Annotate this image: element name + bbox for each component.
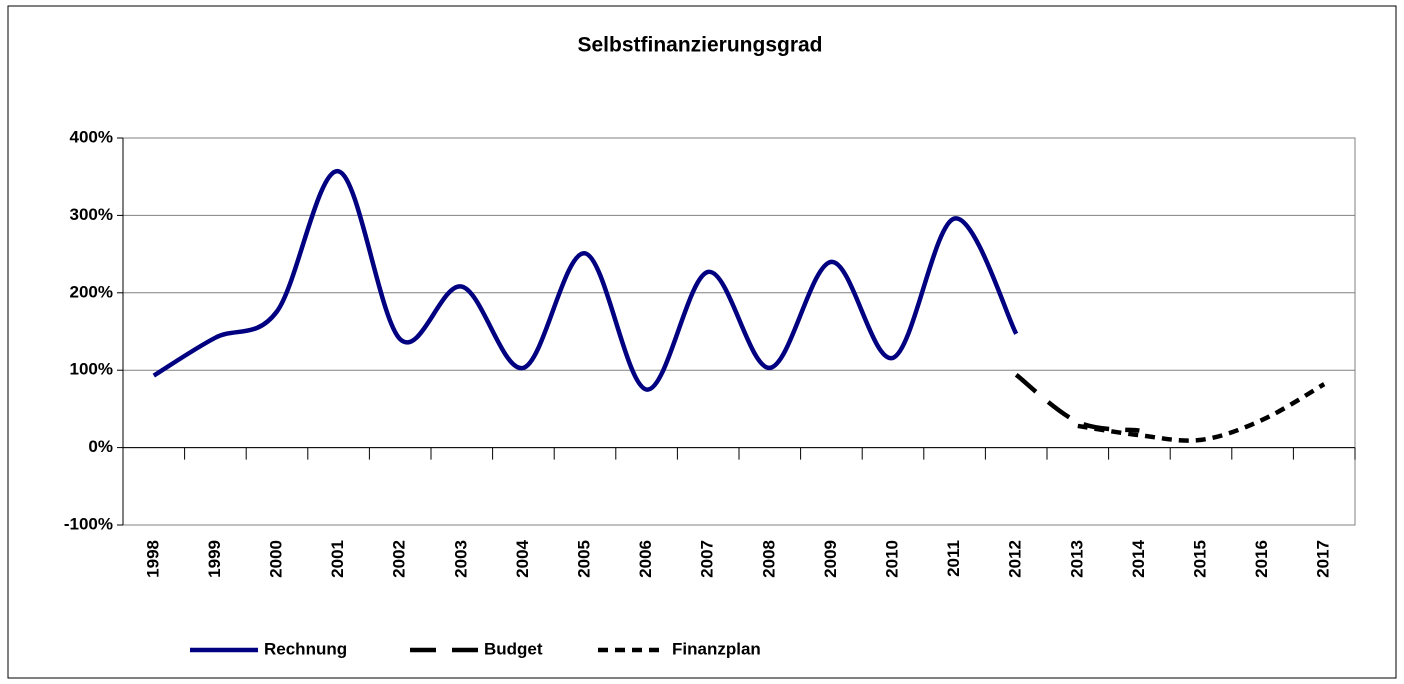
x-tick-label: 2008 (759, 540, 778, 578)
y-tick-label: 300% (70, 205, 113, 224)
x-tick-label: 2012 (1006, 540, 1025, 578)
legend-label: Rechnung (264, 639, 347, 658)
x-tick-label: 2004 (513, 539, 532, 577)
y-tick-label: -100% (64, 514, 113, 533)
x-tick-label: 2015 (1190, 540, 1209, 578)
x-tick-label: 2010 (882, 540, 901, 578)
x-tick-label: 2017 (1314, 540, 1333, 578)
x-tick-label: 2000 (266, 540, 285, 578)
x-tick-label: 1999 (205, 540, 224, 578)
x-tick-label: 2002 (390, 540, 409, 578)
x-tick-label: 2014 (1129, 539, 1148, 577)
y-tick-label: 200% (70, 282, 113, 301)
y-tick-label: 0% (88, 437, 113, 456)
x-tick-label: 2006 (636, 540, 655, 578)
chart-title: Selbstfinanzierungsgrad (577, 34, 822, 57)
x-tick-label: 1998 (143, 540, 162, 578)
x-tick-label: 2011 (944, 540, 963, 577)
series-line (1077, 382, 1326, 443)
x-tick-label: 2013 (1067, 540, 1086, 578)
y-tick-label: 400% (70, 127, 113, 146)
y-tick-label: 100% (70, 360, 113, 379)
series-line (152, 169, 1019, 392)
x-tick-label: 2003 (451, 540, 470, 578)
series-line (1014, 373, 1140, 433)
chart-border (7, 5, 1397, 679)
x-tick-label: 2001 (328, 540, 347, 578)
x-tick-label: 2016 (1252, 540, 1271, 578)
legend-label: Budget (484, 639, 543, 658)
legend-label: Finanzplan (672, 639, 761, 658)
x-tick-label: 2009 (821, 540, 840, 578)
x-tick-label: 2007 (698, 540, 717, 578)
x-tick-label: 2005 (574, 540, 593, 578)
